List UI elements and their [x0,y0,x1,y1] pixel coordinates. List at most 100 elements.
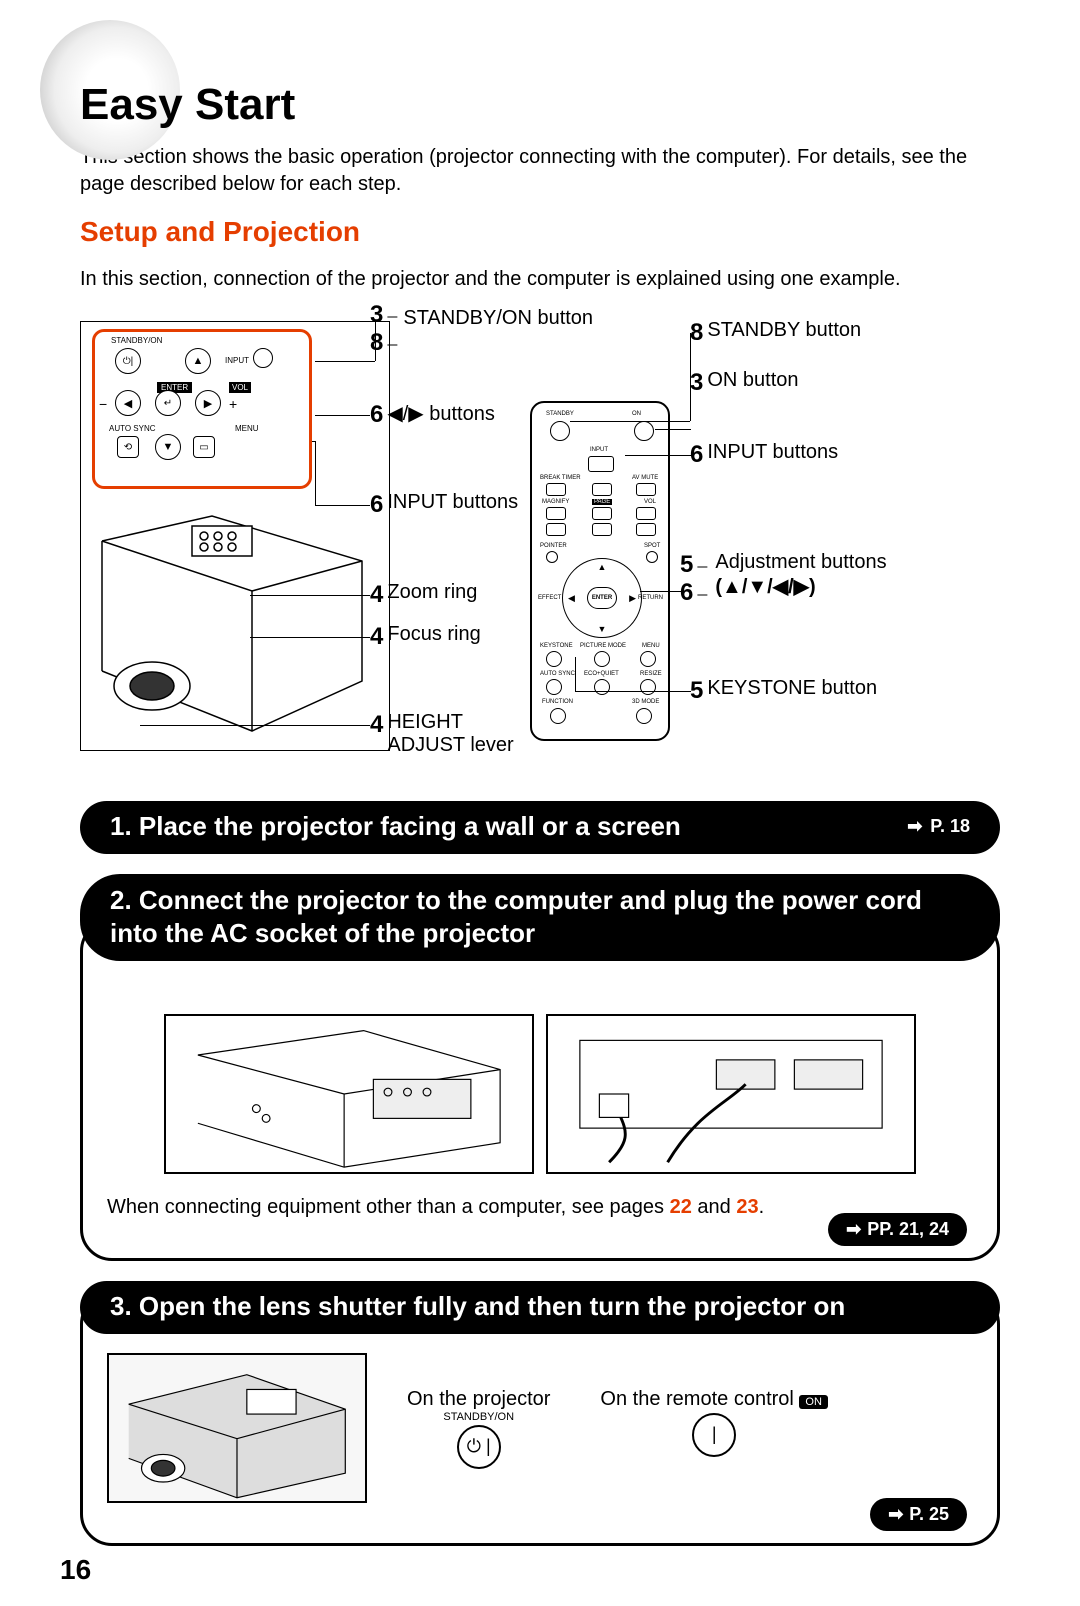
remote-enter-button: ENTER [587,587,617,609]
step-2-text: 2. Connect the projector to the computer… [110,885,922,948]
power-icon: ⏻ | [457,1425,501,1469]
panel-minus: − [99,396,107,412]
remote-magnify-label: MAGNIFY [542,499,569,505]
page-number: 16 [60,1554,91,1586]
step-3-image [107,1353,367,1503]
on-icon: | [692,1413,736,1457]
callout-focus: 4 Focus ring [370,623,481,651]
callout-input-left: 6 INPUT buttons [370,491,518,519]
step-2-image-b [546,1014,916,1174]
step-1-text: 1. Place the projector facing a wall or … [110,811,681,842]
remote-dpad: ENTER ▲ ▼ ◀ ▶ [562,558,642,638]
step-2-header: 2. Connect the projector to the computer… [80,874,1000,961]
panel-plus: + [229,396,237,412]
remote-effect-label: EFFECT [538,595,561,601]
remote-break-label: BREAK TIMER [540,475,581,481]
remote-picmode-button [594,651,610,667]
callout-standby: 3⎯ 8⎯ STANDBY/ON button [370,301,593,357]
remote-keystone-label: KEYSTONE [540,643,573,649]
page-title: Easy Start [80,80,1000,130]
remote-func-label: FUNCTION [542,699,573,705]
panel-enter-button: ↵ [155,390,181,416]
step-3-pref: ➡P. 25 [870,1498,967,1531]
panel-autosync-button: ⟲ [117,436,139,458]
remote-page-label: PAGE [592,499,612,505]
remote-input-label: INPUT [590,447,608,453]
panel-standby-label: STANDBY/ON [111,336,162,345]
remote-freeze-button [592,483,612,496]
panel-autosync-label: AUTO SYNC [109,424,156,433]
remote-vol-dn [636,523,656,536]
callout-input-r: 6 INPUT buttons [690,441,838,469]
step-3-onprojector: On the projector STANDBY/ON ⏻ | [407,1388,550,1469]
step-3-header: 3. Open the lens shutter fully and then … [80,1281,1000,1334]
callout-standby-r: 8 STANDBY button [690,319,861,347]
remote-illustration: STANDBY ON INPUT BREAK TIMER AV MUTE MAG… [530,401,670,741]
callout-zoom: 4 Zoom ring [370,581,477,609]
projector-illustration [92,511,372,741]
step-1-pref: P. 18 [930,816,970,837]
remote-autosync-button [546,679,562,695]
panel-vol-label: VOL [229,382,251,393]
remote-func-button [550,708,566,724]
panel-input-label: INPUT [225,356,249,365]
remote-eco-button [594,679,610,695]
remote-avmute-label: AV MUTE [632,475,658,481]
remote-spot-button [646,551,658,563]
remote-standby-button [550,421,570,441]
remote-mag-plus [546,507,566,520]
remote-page-dn [592,523,612,536]
remote-menu-label: MENU [642,643,660,649]
panel-led [253,348,273,368]
remote-break-button [546,483,566,496]
remote-keystone-button [546,651,562,667]
panel-down-button: ▼ [155,434,181,460]
step-1-header: 1. Place the projector facing a wall or … [80,801,1000,854]
arrow-icon: ➡ [888,1504,903,1525]
controls-diagram: STANDBY/ON ⏻| ▲ INPUT ENTER VOL − ◀ ↵ ▶ … [80,301,1000,781]
callout-lr: 6 ◀/▶ buttons [370,401,495,429]
section-intro: In this section, connection of the proje… [80,268,1000,291]
panel-menu-button: ▭ [193,436,215,458]
remote-return-label: RETURN [638,595,663,601]
remote-spot-label: SPOT [644,543,660,549]
remote-resize-button [640,679,656,695]
intro-text: This section shows the basic operation (… [80,144,1000,198]
arrow-icon: ➡ [907,816,922,837]
step-2-pref: ➡PP. 21, 24 [828,1213,967,1246]
remote-picmode-label: PICTURE MODE [580,643,626,649]
remote-standby-label: STANDBY [546,411,574,417]
remote-eco-label: ECO+QUIET [584,671,619,677]
remote-3d-button [636,708,652,724]
callout-height: 4 HEIGHT ADJUST lever [370,711,537,757]
panel-menu-label: MENU [235,424,259,433]
remote-mag-minus [546,523,566,536]
callout-keystone-r: 5 KEYSTONE button [690,677,877,705]
remote-autosync-label: AUTO SYNC [540,671,575,677]
callout-on-r: 3 ON button [690,369,799,397]
remote-3d-label: 3D MODE [632,699,659,705]
remote-avmute-button [636,483,656,496]
arrow-icon: ➡ [846,1219,861,1240]
remote-on-label: ON [632,411,641,417]
remote-on-button [634,421,654,441]
callout-adjust-r: 5⎯ 6⎯ Adjustment buttons (▲/▼/◀/▶) [680,551,887,607]
control-panel: STANDBY/ON ⏻| ▲ INPUT ENTER VOL − ◀ ↵ ▶ … [92,329,312,489]
step-3-onremote: On the remote control ON | [600,1388,828,1469]
step-3-text: 3. Open the lens shutter fully and then … [110,1291,845,1322]
remote-resize-label: RESIZE [640,671,662,677]
remote-vol-up [636,507,656,520]
remote-pointer-label: POINTER [540,543,567,549]
panel-up-button: ▲ [185,348,211,374]
panel-standby-button: ⏻| [115,348,141,374]
panel-right-button: ▶ [195,390,221,416]
step-2-box: When connecting equipment other than a c… [80,919,1000,1261]
remote-page-up [592,507,612,520]
remote-pointer-button [546,551,558,563]
remote-menu-button [640,651,656,667]
panel-left-button: ◀ [115,390,141,416]
step-2-image-a [164,1014,534,1174]
section-heading: Setup and Projection [80,216,1000,248]
remote-input-button [588,456,614,472]
remote-vol-label: VOL [644,499,656,505]
